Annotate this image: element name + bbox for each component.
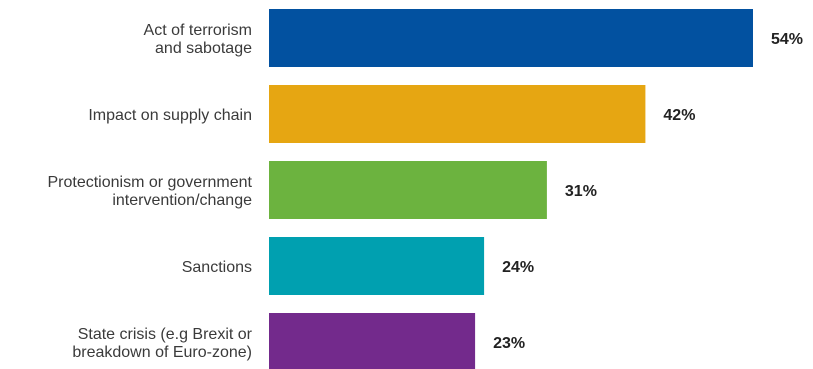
category-label: Impact on supply chain — [88, 107, 252, 124]
value-label: 23% — [493, 335, 525, 352]
bar — [269, 9, 753, 67]
bar — [269, 85, 646, 143]
bar-row: Sanctions 24% — [182, 237, 534, 295]
bar-row: Protectionism or government intervention/… — [47, 161, 597, 219]
category-label-line: Protectionism or government — [47, 174, 252, 191]
bar — [269, 237, 485, 295]
category-label-line: and sabotage — [155, 40, 252, 57]
value-label: 42% — [663, 107, 695, 124]
category-label-line: breakdown of Euro-zone) — [72, 344, 252, 361]
category-label-line: Impact on supply chain — [88, 107, 252, 124]
bar-row: Impact on supply chain 42% — [88, 85, 695, 143]
category-label: Act of terrorism and sabotage — [144, 22, 253, 57]
category-label: Protectionism or government intervention/… — [47, 174, 252, 209]
category-label: State crisis (e.g Brexit or breakdown of … — [72, 326, 252, 361]
bar-row: Act of terrorism and sabotage 54% — [144, 9, 803, 67]
category-label-line: intervention/change — [112, 192, 252, 209]
value-label: 31% — [565, 183, 597, 200]
category-label: Sanctions — [182, 259, 252, 276]
category-label-line: State crisis (e.g Brexit or — [78, 326, 253, 343]
value-label: 24% — [502, 259, 534, 276]
category-label-line: Sanctions — [182, 259, 252, 276]
value-label: 54% — [771, 31, 803, 48]
bar — [269, 161, 547, 219]
bar-row: State crisis (e.g Brexit or breakdown of … — [72, 313, 525, 369]
category-label-line: Act of terrorism — [144, 22, 252, 39]
bar — [269, 313, 476, 369]
